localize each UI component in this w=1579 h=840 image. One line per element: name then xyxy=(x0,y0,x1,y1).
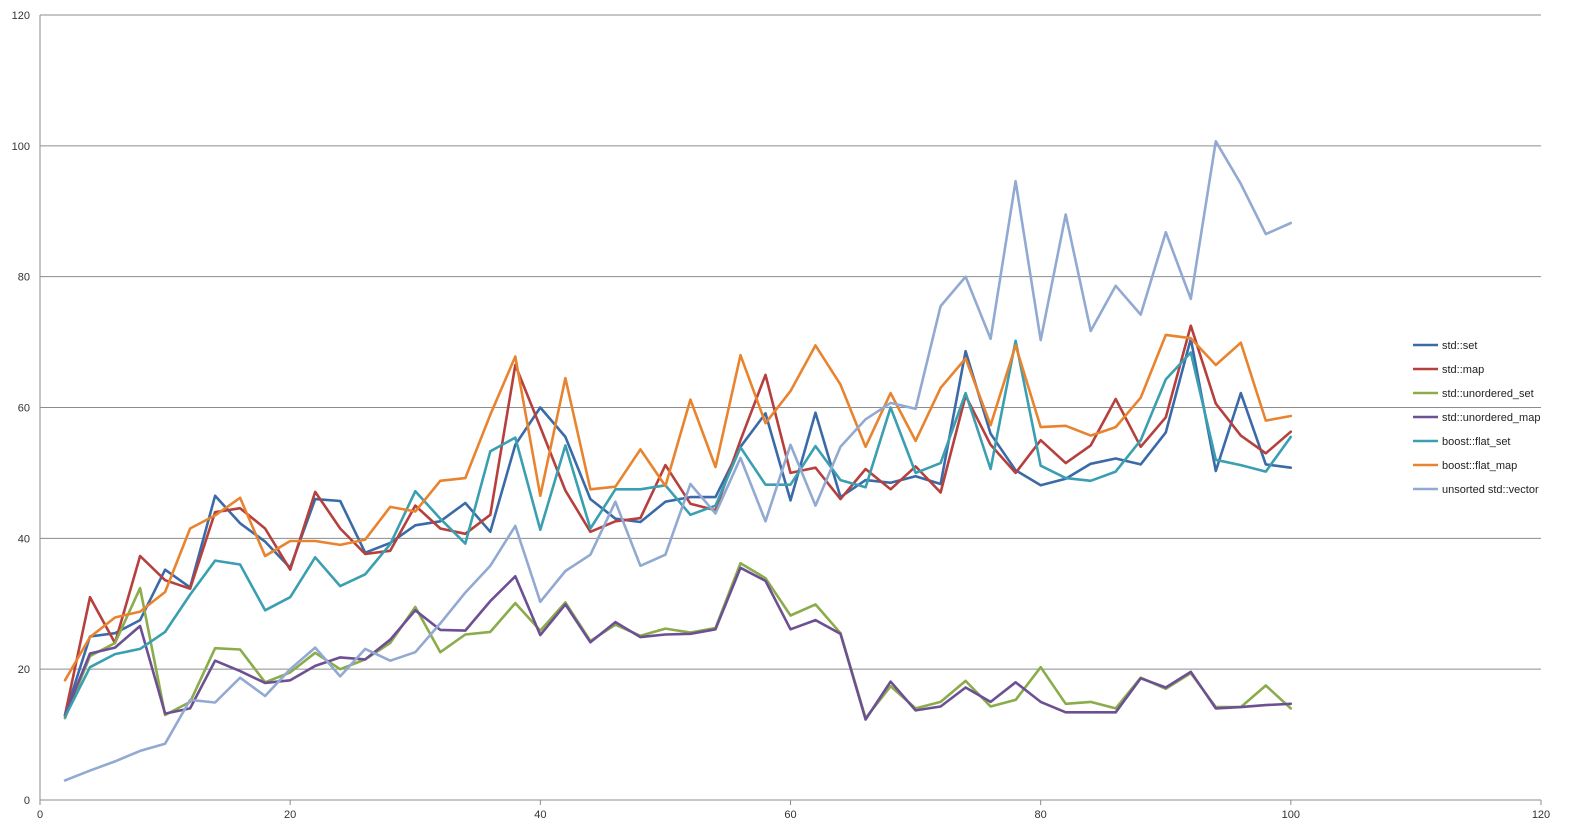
series-line-2 xyxy=(63,561,1293,720)
x-tick-label: 100 xyxy=(1282,809,1300,821)
legend-label: std::unordered_map xyxy=(1442,412,1540,424)
series-line-4 xyxy=(63,339,1293,719)
y-tick-label: 40 xyxy=(18,533,30,545)
y-tick-label: 80 xyxy=(18,272,30,284)
gridlines xyxy=(40,14,1541,670)
x-tick-label: 20 xyxy=(284,809,296,821)
series-line-3 xyxy=(63,566,1293,721)
legend-label: std::map xyxy=(1442,364,1484,376)
series-line-0 xyxy=(63,337,1293,717)
legend-label: boost::flat_set xyxy=(1442,436,1511,448)
legend-label: boost::flat_map xyxy=(1442,460,1517,472)
axes: 0 20 40 60 80 100 120 0 20 40 60 80 100 120 xyxy=(12,10,1551,821)
series-line-6 xyxy=(63,140,1293,782)
y-tick-label: 100 xyxy=(12,141,30,153)
y-tick-label: 20 xyxy=(18,664,30,676)
x-tick-label: 60 xyxy=(784,809,796,821)
legend-label: unsorted std::vector xyxy=(1442,484,1539,496)
series-lines xyxy=(63,140,1293,782)
series-line-1 xyxy=(63,324,1293,717)
legend-label: std::unordered_set xyxy=(1442,388,1534,400)
x-tick-label: 120 xyxy=(1532,809,1550,821)
x-tick-label: 0 xyxy=(37,809,43,821)
legend: std::setstd::mapstd::unordered_setstd::u… xyxy=(1413,340,1540,496)
y-tick-label: 60 xyxy=(18,403,30,415)
series-line-5 xyxy=(63,333,1293,682)
y-tick-label: 120 xyxy=(12,10,30,22)
x-tick-label: 40 xyxy=(534,809,546,821)
y-tick-label: 0 xyxy=(24,795,30,807)
legend-label: std::set xyxy=(1442,340,1477,352)
x-tick-label: 80 xyxy=(1035,809,1047,821)
